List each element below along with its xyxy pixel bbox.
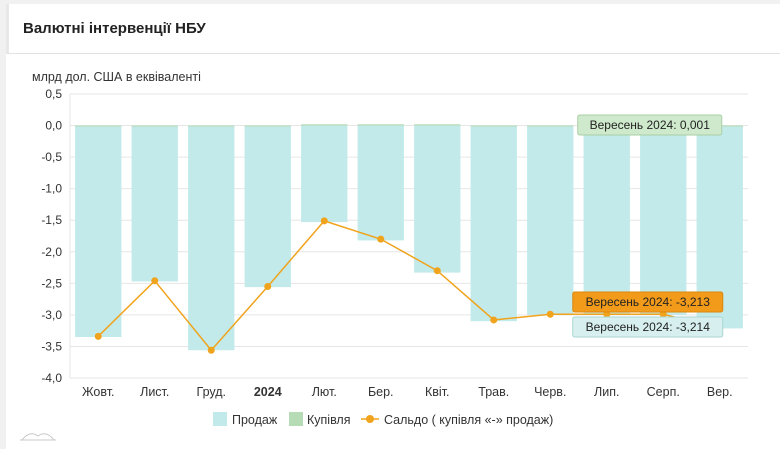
bar-purchase[interactable] — [244, 125, 291, 127]
bar-purchase[interactable] — [357, 124, 404, 126]
x-tick-label: 2024 — [254, 385, 282, 399]
bar-sale[interactable] — [244, 125, 291, 288]
y-tick-label: -3,5 — [41, 339, 62, 353]
legend-swatch-purchase — [289, 412, 303, 426]
bar-purchase[interactable] — [414, 124, 461, 126]
legend: Продаж Купівля Сальдо ( купівля «-» прод… — [213, 412, 553, 427]
bar-sale[interactable] — [583, 125, 630, 315]
y-axis-ticks: 0,5 0,0 -0,5 -1,0 -1,5 -2,0 -2,5 -3,0 -3,5 -4,0 — [41, 87, 62, 385]
bar-purchase[interactable] — [75, 125, 122, 127]
page-title: Валютні інтервенції НБУ — [23, 20, 206, 37]
x-tick-label: Лист. — [140, 385, 169, 399]
legend-swatch-balance-dot — [366, 415, 374, 423]
bar-sale[interactable] — [357, 125, 404, 241]
balance-point[interactable] — [207, 346, 215, 354]
bar-purchase[interactable] — [188, 125, 235, 127]
balance-line-layer — [94, 217, 724, 354]
bar-sale[interactable] — [301, 125, 348, 223]
tooltip-balance-text: Вересень 2024: -3,213 — [586, 295, 711, 309]
legend-item-sale[interactable]: Продаж — [213, 412, 278, 427]
chart-watermark-icon — [20, 433, 56, 441]
x-tick-label: Квіт. — [425, 385, 450, 399]
y-tick-label: -2,0 — [41, 245, 62, 259]
balance-point[interactable] — [264, 282, 272, 290]
bar-sale[interactable] — [131, 125, 178, 282]
y-tick-label: -0,5 — [41, 150, 62, 164]
tooltip-layer: Вересень 2024: 0,001 Вересень 2024: -3,21… — [572, 114, 724, 338]
y-axis-label: млрд дол. США в еквіваленті — [32, 70, 201, 84]
bar-purchase[interactable] — [301, 124, 348, 126]
tooltip-sale-text: Вересень 2024: -3,214 — [586, 320, 711, 334]
balance-point[interactable] — [377, 235, 385, 243]
tooltip-purchase: Вересень 2024: 0,001 — [577, 114, 723, 136]
x-tick-label: Серп. — [647, 385, 680, 399]
balance-line — [97, 219, 720, 352]
bar-purchase[interactable] — [131, 125, 178, 127]
y-tick-label: -4,0 — [41, 371, 62, 385]
y-tick-label: 0,0 — [45, 119, 62, 133]
x-tick-label: Жовт. — [82, 385, 115, 399]
balance-point[interactable] — [151, 277, 159, 285]
x-tick-label: Груд. — [197, 385, 226, 399]
tooltip-sale: Вересень 2024: -3,214 — [572, 316, 724, 338]
balance-point[interactable] — [320, 217, 328, 225]
legend-item-purchase[interactable]: Купівля — [289, 412, 351, 427]
x-tick-label: Лип. — [594, 385, 619, 399]
balance-point[interactable] — [94, 332, 102, 340]
x-axis-ticks: Жовт. Лист. Груд. 2024 Лют. Бер. Квіт. Трав. Чер… — [82, 385, 733, 399]
y-tick-label: -2,5 — [41, 276, 62, 290]
y-tick-label: 0,5 — [45, 87, 62, 101]
legend-swatch-sale — [213, 412, 227, 426]
bar-sale[interactable] — [527, 125, 574, 315]
y-tick-label: -1,0 — [41, 182, 62, 196]
card-header: Валютні інтервенції НБУ — [6, 4, 780, 54]
bar-purchase[interactable] — [470, 125, 517, 127]
tooltip-purchase-text: Вересень 2024: 0,001 — [590, 118, 711, 132]
legend-item-balance[interactable]: Сальдо ( купівля «-» продаж) — [361, 413, 553, 427]
legend-label-purchase: Купівля — [307, 413, 351, 427]
y-tick-label: -1,5 — [41, 213, 62, 227]
balance-point[interactable] — [490, 316, 498, 324]
tooltip-balance: Вересень 2024: -3,213 — [572, 291, 724, 313]
bar-purchase[interactable] — [527, 125, 574, 127]
balance-point[interactable] — [659, 310, 667, 318]
balance-point[interactable] — [433, 267, 441, 275]
tooltip-purchase-box — [577, 114, 723, 136]
legend-label-balance: Сальдо ( купівля «-» продаж) — [384, 413, 553, 427]
x-tick-label: Черв. — [534, 385, 566, 399]
y-tick-label: -3,0 — [41, 308, 62, 322]
tooltip-balance-box — [572, 291, 724, 313]
x-tick-label: Бер. — [368, 385, 394, 399]
legend-label-sale: Продаж — [232, 413, 278, 427]
bar-sale[interactable] — [640, 125, 687, 315]
bar-sale[interactable] — [414, 125, 461, 273]
bar-sale[interactable] — [75, 125, 122, 337]
bar-sale[interactable] — [470, 125, 517, 322]
balance-point[interactable] — [603, 310, 611, 318]
tooltip-sale-box — [572, 316, 724, 338]
x-tick-label: Трав. — [478, 385, 509, 399]
x-tick-label: Вер. — [707, 385, 733, 399]
x-tick-label: Лют. — [312, 385, 337, 399]
bar-layer — [75, 124, 743, 351]
balance-point[interactable] — [546, 310, 554, 318]
bar-sale[interactable] — [188, 125, 235, 351]
